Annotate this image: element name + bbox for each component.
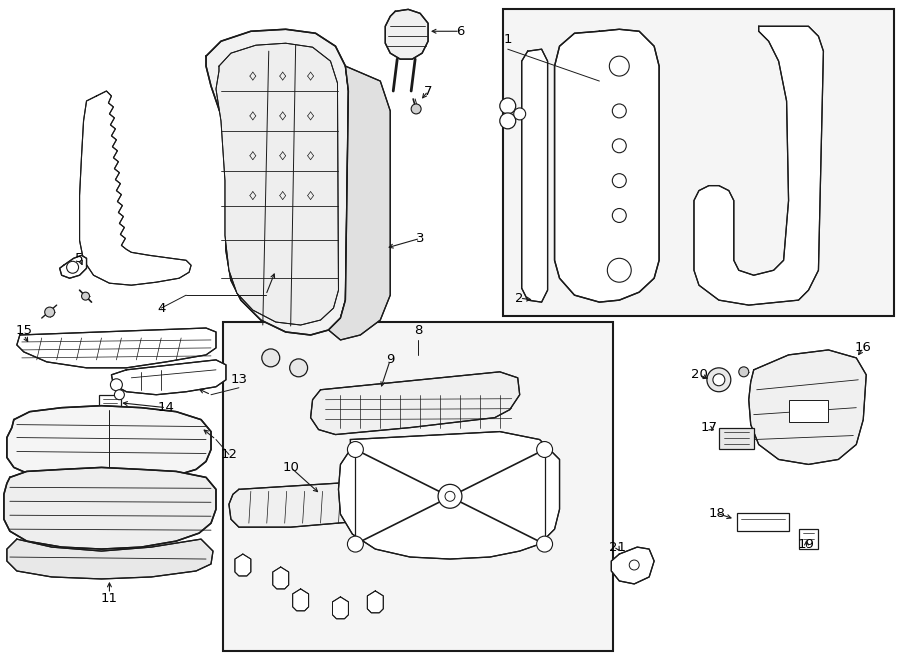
Circle shape [347,442,364,457]
Circle shape [536,442,553,457]
Polygon shape [7,539,213,579]
Circle shape [629,560,639,570]
Bar [798,529,818,549]
Bar [788,400,828,422]
Text: 1: 1 [503,33,512,46]
Circle shape [514,108,526,120]
Text: 9: 9 [386,354,394,366]
Circle shape [290,359,308,377]
Polygon shape [206,29,348,335]
Bar [503,9,894,316]
Polygon shape [332,597,348,619]
Circle shape [612,104,626,118]
Polygon shape [338,432,560,559]
Circle shape [739,367,749,377]
Bar [223,322,613,650]
Circle shape [706,368,731,392]
Polygon shape [273,567,289,589]
Polygon shape [611,547,654,584]
Bar [100,395,122,410]
Polygon shape [554,29,659,302]
Circle shape [612,208,626,223]
Polygon shape [112,360,226,395]
Circle shape [111,379,122,391]
Polygon shape [7,406,211,481]
Circle shape [612,174,626,188]
Bar [719,428,753,449]
Text: 19: 19 [798,537,814,551]
Circle shape [713,374,725,386]
Text: 12: 12 [220,448,238,461]
Text: 3: 3 [416,232,425,245]
Text: 13: 13 [230,373,248,386]
Text: 5: 5 [76,252,84,265]
Circle shape [536,536,553,552]
Circle shape [347,536,364,552]
Circle shape [438,485,462,508]
Polygon shape [385,9,428,59]
Circle shape [45,307,55,317]
Polygon shape [328,66,391,340]
Text: 7: 7 [424,85,432,98]
Polygon shape [310,372,519,434]
Polygon shape [17,328,216,368]
Text: 14: 14 [158,401,175,414]
Text: 15: 15 [15,323,32,336]
Polygon shape [367,591,383,613]
Polygon shape [229,477,448,527]
Circle shape [114,390,124,400]
Polygon shape [235,554,251,576]
Text: 6: 6 [455,24,464,38]
Polygon shape [694,26,824,305]
Circle shape [411,104,421,114]
Text: 10: 10 [283,461,299,474]
Text: 21: 21 [608,541,626,553]
Circle shape [445,491,455,501]
Text: 16: 16 [855,342,872,354]
Polygon shape [79,91,191,285]
Text: 11: 11 [101,592,118,605]
Circle shape [262,349,280,367]
Bar [737,513,788,531]
Text: 18: 18 [708,507,725,520]
Circle shape [500,113,516,129]
Text: 17: 17 [700,421,717,434]
Polygon shape [4,467,216,549]
Circle shape [67,261,78,273]
Polygon shape [216,43,338,325]
Text: 20: 20 [690,368,707,381]
Polygon shape [749,350,866,465]
Circle shape [82,292,89,300]
Text: 4: 4 [157,301,166,315]
Text: 8: 8 [414,323,422,336]
Polygon shape [292,589,309,611]
Circle shape [612,139,626,153]
Circle shape [500,98,516,114]
Circle shape [609,56,629,76]
Text: 2: 2 [516,292,524,305]
Circle shape [608,258,631,282]
Polygon shape [59,255,86,278]
Polygon shape [522,49,547,302]
